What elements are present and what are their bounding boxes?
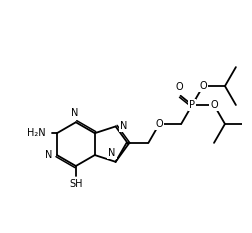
Text: N: N [45,150,52,160]
Text: O: O [175,82,182,92]
Text: P: P [188,100,194,110]
Text: O: O [209,100,217,110]
Text: O: O [199,81,206,91]
Text: O: O [155,119,163,129]
Text: N: N [71,108,78,118]
Text: H₂N: H₂N [27,128,45,138]
Text: N: N [120,121,127,131]
Text: N: N [108,148,115,158]
Text: SH: SH [69,179,82,189]
